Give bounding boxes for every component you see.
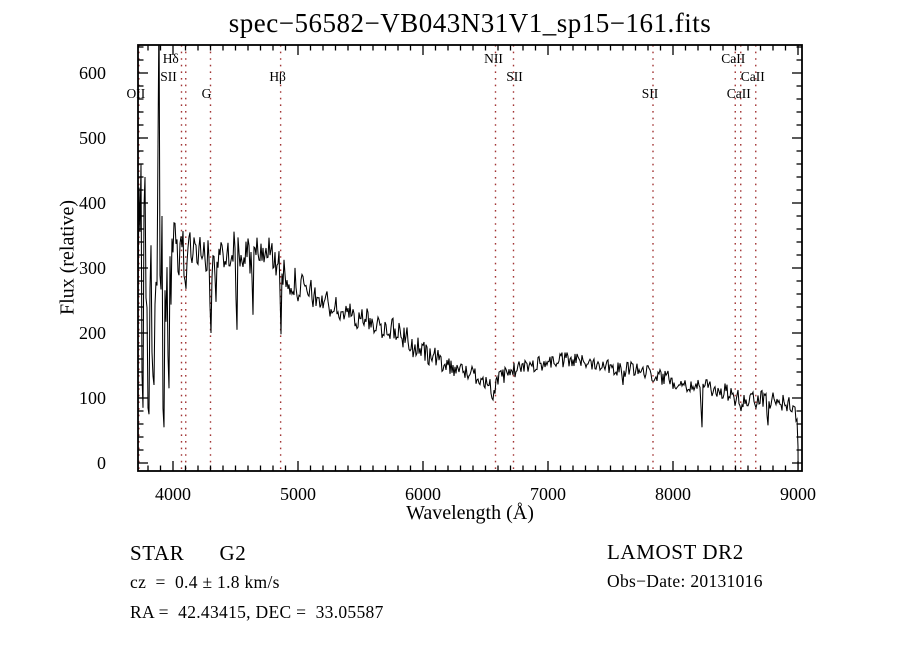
spectrum-line bbox=[138, 45, 799, 470]
spectral-line-label-sii: SII bbox=[160, 69, 177, 84]
plot-frame bbox=[137, 44, 803, 472]
x-tick-label: 4000 bbox=[155, 484, 191, 504]
x-tick-label: 7000 bbox=[530, 484, 566, 504]
annotation-radec: RA = 42.43415, DEC = 33.05587 bbox=[130, 602, 384, 622]
y-tick-label: 0 bbox=[97, 453, 106, 473]
annotation-obs-date: Obs−Date: 20131016 bbox=[607, 571, 763, 591]
x-tick-label: 9000 bbox=[780, 484, 816, 504]
annotation-cz: cz = 0.4 ± 1.8 km/s bbox=[130, 572, 280, 592]
spectral-line-label-sii: SII bbox=[641, 86, 659, 101]
y-tick-label: 300 bbox=[79, 258, 106, 278]
annotation-star-class: STAR G2 bbox=[130, 541, 247, 565]
spectral-line-label-sii: SII bbox=[506, 69, 523, 84]
spectral-line-label-hβ: Hβ bbox=[269, 69, 286, 84]
spectral-line-label-oii: OII bbox=[126, 86, 146, 101]
x-tick-label: 8000 bbox=[655, 484, 691, 504]
y-tick-label: 600 bbox=[79, 63, 106, 83]
spectral-line-label-hδ: Hδ bbox=[162, 51, 179, 66]
spectral-line-label-g: G bbox=[201, 86, 212, 101]
spectral-line-label-nii: NII bbox=[484, 51, 503, 66]
annotation-survey: LAMOST DR2 bbox=[607, 540, 744, 564]
spectral-line-label-caii: CaII bbox=[740, 69, 765, 84]
x-tick-label: 6000 bbox=[405, 484, 441, 504]
spectral-line-label-caii: CaII bbox=[721, 51, 746, 66]
spectral-line-label-caii: CaII bbox=[726, 86, 751, 101]
x-axis-label: Wavelength (Å) bbox=[406, 502, 534, 524]
y-tick-label: 400 bbox=[79, 193, 106, 213]
chart-title: spec−56582−VB043N31V1_sp15−161.fits bbox=[228, 8, 712, 38]
y-tick-label: 500 bbox=[79, 128, 106, 148]
x-tick-label: 5000 bbox=[280, 484, 316, 504]
y-tick-label: 200 bbox=[79, 323, 106, 343]
y-tick-label: 100 bbox=[79, 388, 106, 408]
